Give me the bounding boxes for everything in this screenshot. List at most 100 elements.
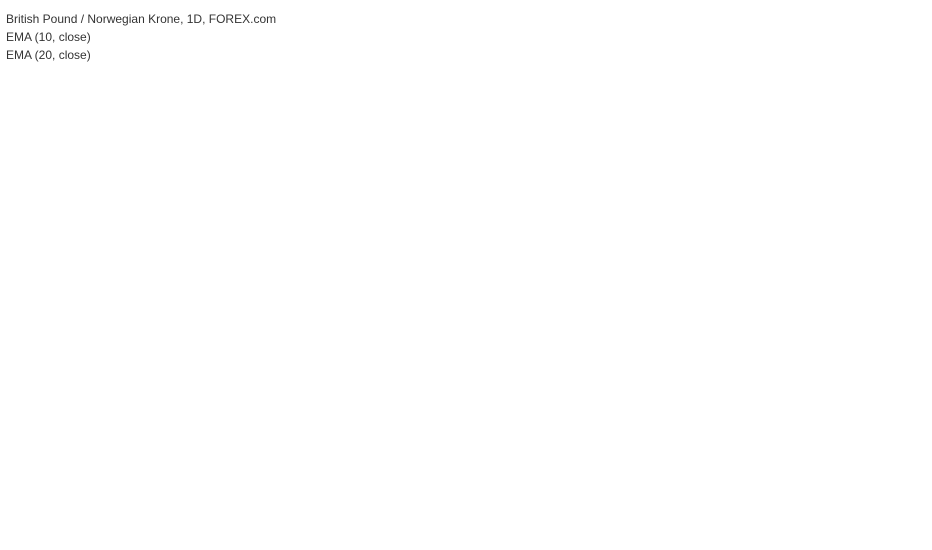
x-tick-label: Nov (752, 530, 772, 542)
candle-body (230, 234, 235, 255)
x-tick-label: Jun (159, 530, 177, 542)
channel-line (119, 121, 691, 301)
candle-body (433, 319, 439, 351)
candle-body (527, 303, 532, 313)
candle-body (362, 357, 367, 390)
candle-body (279, 268, 285, 282)
candle-body (439, 350, 444, 382)
candle-body (142, 145, 147, 166)
price-box-label: 11.96038 (880, 251, 925, 263)
candle-body (323, 280, 329, 305)
y-tick-label: 12.00000 (880, 236, 926, 248)
candle-body (461, 350, 466, 382)
candle-body (587, 241, 593, 274)
candle-body (389, 280, 395, 320)
channel-line (119, 324, 691, 508)
candle-body (488, 326, 494, 336)
x-tick-label: Sep (500, 530, 520, 542)
candle-body (483, 326, 488, 332)
candle-body (373, 334, 378, 348)
candle-body (499, 330, 505, 344)
chart-title: British Pound / Norwegian Krone, 1D, FOR… (6, 12, 277, 26)
legend-entry: EMA (20, close) (6, 48, 91, 62)
candle-body (175, 257, 180, 289)
candle-body (664, 249, 670, 266)
price-box (874, 248, 932, 267)
candle-body (477, 319, 483, 332)
candle-body (334, 334, 340, 351)
candle-body (246, 268, 252, 301)
candle-body (494, 334, 499, 344)
candle-body (417, 319, 422, 328)
y-tick-label: 12.50000 (880, 43, 926, 55)
y-tick-label: 12.40000 (880, 81, 926, 93)
candle-body (576, 311, 582, 344)
candle-body (472, 319, 477, 336)
candle-body (554, 396, 560, 406)
candle-body (307, 272, 312, 313)
candle-body (560, 381, 565, 398)
candle-body (538, 299, 543, 328)
candle-body (609, 179, 615, 197)
x-tick-label: Jul (278, 530, 292, 542)
candle-body (268, 249, 274, 266)
candle-body (505, 330, 510, 359)
candle-body (131, 183, 136, 197)
candle-body (153, 203, 158, 224)
candle-body (208, 210, 213, 282)
candle-body (626, 234, 631, 243)
candle-body (125, 164, 131, 197)
y-tick-label: 12.60000 (880, 4, 926, 16)
candle-body (191, 326, 197, 332)
candle-body (450, 373, 455, 398)
candle-body (120, 156, 125, 166)
x-tick-label: Aug (390, 530, 410, 542)
price-box-label: 12.09895 (880, 198, 926, 210)
candle-body (395, 268, 400, 282)
candle-body (384, 319, 389, 344)
candle-body (164, 249, 169, 262)
candle-body (186, 326, 191, 329)
candle-body (604, 172, 609, 181)
candle-body (329, 303, 334, 336)
candle-body (510, 350, 516, 359)
candle-body (455, 381, 461, 398)
candle-body (543, 326, 549, 382)
candle-body (681, 203, 686, 208)
candle-body (411, 288, 417, 328)
candle-body (428, 319, 433, 328)
candle-body (422, 319, 428, 328)
candle-body (169, 257, 175, 262)
candle-body (565, 357, 571, 382)
x-tick-label: 16 (826, 530, 838, 542)
candle-body (257, 253, 263, 259)
candle-body (180, 288, 186, 328)
candle-body (620, 210, 626, 243)
y-tick-label: 12.30000 (880, 120, 926, 132)
y-tick-label: 11.60000 (880, 391, 925, 403)
legend-entry: EMA (10, close) (6, 30, 91, 44)
candle-body (521, 303, 527, 320)
y-tick-label: 11.40000 (880, 468, 925, 480)
candle-body (406, 264, 411, 289)
candle-body (158, 222, 164, 251)
candle-body (642, 237, 648, 255)
y-tick-label: 11.80000 (880, 313, 925, 325)
price-box-label: 11.48647 (880, 435, 925, 447)
price-box-label: 11.77014 (880, 325, 925, 337)
candle-body (378, 334, 384, 344)
candle-body (466, 334, 472, 351)
y-tick-label: 11.70000 (880, 352, 925, 364)
candle-body (631, 234, 637, 259)
candle-body (290, 288, 296, 297)
candle-body (367, 346, 373, 359)
candle-body (213, 203, 219, 212)
price-box-label: 12.22035 (880, 151, 926, 163)
candle-body (648, 253, 653, 259)
plot-area: 0.14819 (1.23%) 1481.9 0.25997 (2.17%) 25… (0, 0, 873, 508)
candle-body (549, 381, 554, 406)
candle-body (571, 342, 576, 359)
candle-body (582, 272, 587, 313)
candle-body (345, 365, 351, 375)
candle-body (356, 381, 362, 390)
